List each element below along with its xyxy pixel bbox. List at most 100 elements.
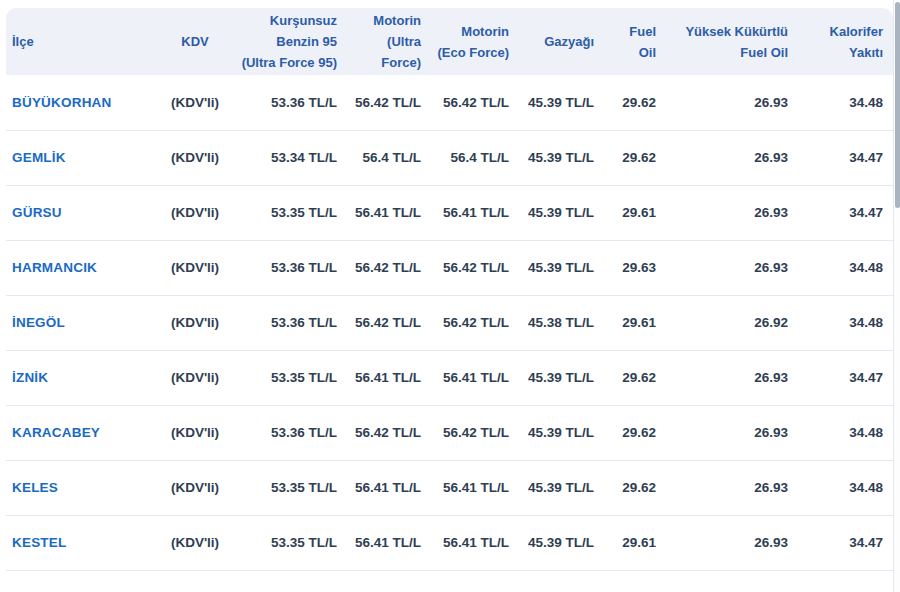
district-link[interactable]: İNEGÖL (12, 315, 65, 330)
price-cell-motorin-eco: 56.41 TL/L (429, 515, 517, 570)
district-link[interactable]: KELES (12, 480, 58, 495)
district-cell: GÜRSU (6, 185, 151, 240)
price-cell-motorin-ultra: 56.41 TL/L (345, 515, 429, 570)
column-header-yuksek-kukurtlu: Yüksek Kükürtlü Fuel Oil (664, 8, 796, 75)
table-row: GEMLİK(KDV'li)53.34 TL/L56.4 TL/L56.4 TL… (6, 130, 893, 185)
district-link[interactable]: HARMANCIK (12, 260, 97, 275)
price-cell-gazyagi: 45.39 TL/L (517, 130, 602, 185)
price-cell-motorin-ultra: 56.42 TL/L (345, 405, 429, 460)
price-cell-motorin-eco: 56.42 TL/L (429, 295, 517, 350)
price-cell-benzin95: 53.35 TL/L (239, 460, 345, 515)
price-cell-yuksek-kukurtlu: 26.93 (664, 405, 796, 460)
price-cell-fuel-oil: 29.62 (602, 75, 664, 130)
district-link[interactable]: GÜRSU (12, 205, 62, 220)
column-header-motorin-eco: Motorin (Eco Force) (429, 8, 517, 75)
district-link[interactable]: KARACABEY (12, 425, 100, 440)
price-cell-benzin95: 53.36 TL/L (239, 405, 345, 460)
price-cell-motorin-ultra: 56.41 TL/L (345, 350, 429, 405)
price-cell-motorin-ultra: 56.41 TL/L (345, 185, 429, 240)
kdv-cell: (KDV'li) (151, 130, 239, 185)
district-link[interactable]: KESTEL (12, 535, 66, 550)
column-header-benzin95: Kurşunsuz Benzin 95 (Ultra Force 95) (239, 8, 345, 75)
price-cell-kalorifer: 34.48 (796, 405, 893, 460)
kdv-cell: (KDV'li) (151, 405, 239, 460)
price-cell-benzin95: 53.35 TL/L (239, 185, 345, 240)
column-header-motorin-ultra: Motorin (Ultra Force) (345, 8, 429, 75)
table-row: KARACABEY(KDV'li)53.36 TL/L56.42 TL/L56.… (6, 405, 893, 460)
column-header-kalorifer: Kalorifer Yakıtı (796, 8, 893, 75)
fuel-price-table: İlçeKDVKurşunsuz Benzin 95 (Ultra Force … (6, 8, 893, 571)
price-cell-benzin95: 53.35 TL/L (239, 350, 345, 405)
scrollbar-thumb[interactable] (895, 2, 900, 208)
column-header-gazyagi: Gazyağı (517, 8, 602, 75)
column-header-ilce: İlçe (6, 8, 151, 75)
price-cell-kalorifer: 34.47 (796, 515, 893, 570)
table-body: BÜYÜKORHAN(KDV'li)53.36 TL/L56.42 TL/L56… (6, 75, 893, 570)
table-row: HARMANCIK(KDV'li)53.36 TL/L56.42 TL/L56.… (6, 240, 893, 295)
price-cell-motorin-eco: 56.41 TL/L (429, 185, 517, 240)
price-cell-yuksek-kukurtlu: 26.93 (664, 185, 796, 240)
price-cell-motorin-ultra: 56.42 TL/L (345, 295, 429, 350)
price-cell-benzin95: 53.36 TL/L (239, 75, 345, 130)
price-cell-fuel-oil: 29.62 (602, 405, 664, 460)
price-cell-yuksek-kukurtlu: 26.93 (664, 515, 796, 570)
price-cell-fuel-oil: 29.62 (602, 350, 664, 405)
district-link[interactable]: GEMLİK (12, 150, 66, 165)
district-cell: İZNİK (6, 350, 151, 405)
price-cell-motorin-eco: 56.42 TL/L (429, 75, 517, 130)
price-cell-motorin-ultra: 56.42 TL/L (345, 240, 429, 295)
district-cell: KESTEL (6, 515, 151, 570)
price-cell-yuksek-kukurtlu: 26.92 (664, 295, 796, 350)
price-cell-benzin95: 53.35 TL/L (239, 515, 345, 570)
price-cell-kalorifer: 34.48 (796, 460, 893, 515)
district-link[interactable]: İZNİK (12, 370, 48, 385)
district-link[interactable]: BÜYÜKORHAN (12, 95, 112, 110)
price-cell-benzin95: 53.36 TL/L (239, 240, 345, 295)
price-cell-kalorifer: 34.47 (796, 130, 893, 185)
price-cell-fuel-oil: 29.62 (602, 460, 664, 515)
price-cell-motorin-eco: 56.4 TL/L (429, 130, 517, 185)
price-cell-yuksek-kukurtlu: 26.93 (664, 75, 796, 130)
kdv-cell: (KDV'li) (151, 185, 239, 240)
price-cell-gazyagi: 45.38 TL/L (517, 295, 602, 350)
price-cell-gazyagi: 45.39 TL/L (517, 75, 602, 130)
table-row: GÜRSU(KDV'li)53.35 TL/L56.41 TL/L56.41 T… (6, 185, 893, 240)
kdv-cell: (KDV'li) (151, 350, 239, 405)
price-cell-motorin-ultra: 56.42 TL/L (345, 75, 429, 130)
kdv-cell: (KDV'li) (151, 240, 239, 295)
price-cell-gazyagi: 45.39 TL/L (517, 240, 602, 295)
district-price-table: İlçeKDVKurşunsuz Benzin 95 (Ultra Force … (6, 8, 893, 571)
price-cell-kalorifer: 34.48 (796, 240, 893, 295)
price-cell-benzin95: 53.36 TL/L (239, 295, 345, 350)
price-cell-kalorifer: 34.47 (796, 350, 893, 405)
price-cell-yuksek-kukurtlu: 26.93 (664, 460, 796, 515)
price-cell-fuel-oil: 29.61 (602, 515, 664, 570)
price-cell-kalorifer: 34.47 (796, 185, 893, 240)
kdv-cell: (KDV'li) (151, 75, 239, 130)
price-cell-gazyagi: 45.39 TL/L (517, 185, 602, 240)
price-cell-motorin-eco: 56.42 TL/L (429, 240, 517, 295)
table-row: İNEGÖL(KDV'li)53.36 TL/L56.42 TL/L56.42 … (6, 295, 893, 350)
kdv-cell: (KDV'li) (151, 295, 239, 350)
price-cell-gazyagi: 45.39 TL/L (517, 350, 602, 405)
price-cell-kalorifer: 34.48 (796, 295, 893, 350)
price-cell-kalorifer: 34.48 (796, 75, 893, 130)
vertical-scrollbar[interactable] (893, 0, 900, 592)
price-cell-gazyagi: 45.39 TL/L (517, 460, 602, 515)
price-cell-motorin-eco: 56.41 TL/L (429, 350, 517, 405)
price-cell-fuel-oil: 29.62 (602, 130, 664, 185)
column-header-fuel-oil: Fuel Oil (602, 8, 664, 75)
kdv-cell: (KDV'li) (151, 460, 239, 515)
price-cell-yuksek-kukurtlu: 26.93 (664, 240, 796, 295)
price-cell-fuel-oil: 29.63 (602, 240, 664, 295)
price-cell-benzin95: 53.34 TL/L (239, 130, 345, 185)
price-cell-fuel-oil: 29.61 (602, 295, 664, 350)
price-cell-gazyagi: 45.39 TL/L (517, 515, 602, 570)
district-cell: HARMANCIK (6, 240, 151, 295)
price-cell-motorin-ultra: 56.41 TL/L (345, 460, 429, 515)
price-cell-motorin-eco: 56.42 TL/L (429, 405, 517, 460)
table-row: KELES(KDV'li)53.35 TL/L56.41 TL/L56.41 T… (6, 460, 893, 515)
price-cell-motorin-eco: 56.41 TL/L (429, 460, 517, 515)
district-cell: KELES (6, 460, 151, 515)
table-row: BÜYÜKORHAN(KDV'li)53.36 TL/L56.42 TL/L56… (6, 75, 893, 130)
